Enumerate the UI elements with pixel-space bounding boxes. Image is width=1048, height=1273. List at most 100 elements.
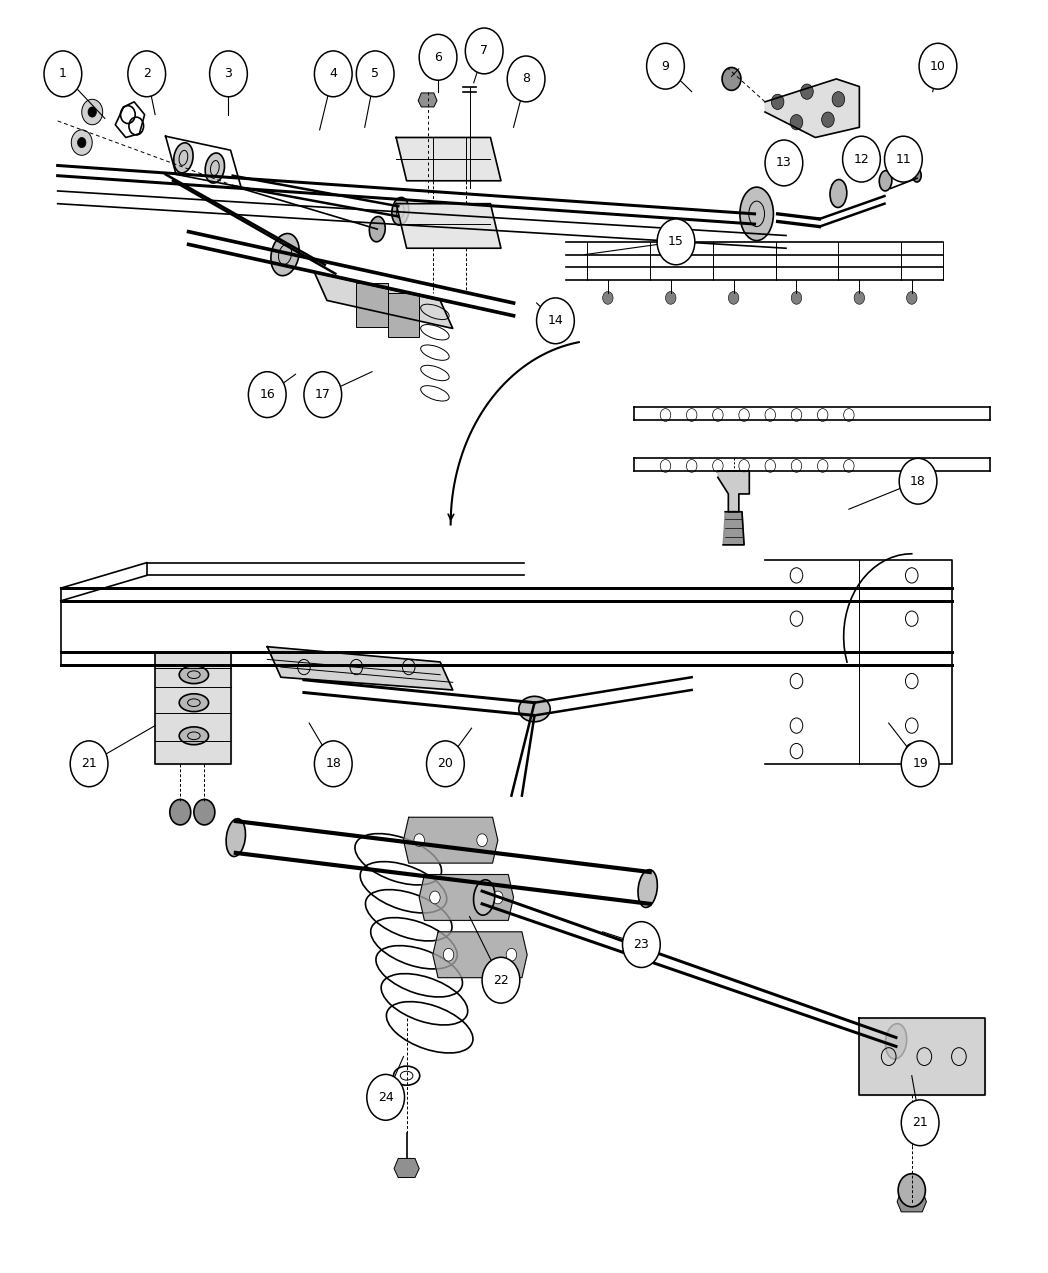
Circle shape xyxy=(507,56,545,102)
Text: 21: 21 xyxy=(912,1116,929,1129)
Ellipse shape xyxy=(913,169,921,182)
Ellipse shape xyxy=(474,880,495,915)
Circle shape xyxy=(78,137,86,148)
Circle shape xyxy=(901,1100,939,1146)
Text: 21: 21 xyxy=(81,757,97,770)
Polygon shape xyxy=(314,272,453,328)
Polygon shape xyxy=(394,1158,419,1178)
Ellipse shape xyxy=(886,1023,907,1059)
Circle shape xyxy=(419,34,457,80)
Circle shape xyxy=(71,130,92,155)
Text: 19: 19 xyxy=(912,757,929,770)
Circle shape xyxy=(427,741,464,787)
Ellipse shape xyxy=(174,143,193,173)
Circle shape xyxy=(603,292,613,304)
Ellipse shape xyxy=(519,696,550,722)
Polygon shape xyxy=(388,293,419,337)
Circle shape xyxy=(791,292,802,304)
Text: 8: 8 xyxy=(522,73,530,85)
Circle shape xyxy=(477,834,487,847)
Polygon shape xyxy=(419,875,514,920)
Text: 10: 10 xyxy=(930,60,946,73)
Circle shape xyxy=(70,741,108,787)
Circle shape xyxy=(44,51,82,97)
Circle shape xyxy=(901,741,939,787)
Polygon shape xyxy=(433,932,527,978)
Polygon shape xyxy=(356,283,388,327)
Circle shape xyxy=(765,140,803,186)
Polygon shape xyxy=(723,512,744,545)
Circle shape xyxy=(728,292,739,304)
Ellipse shape xyxy=(740,187,773,241)
Text: 5: 5 xyxy=(371,67,379,80)
Text: 6: 6 xyxy=(434,51,442,64)
Circle shape xyxy=(88,107,96,117)
Circle shape xyxy=(907,292,917,304)
Text: 20: 20 xyxy=(437,757,454,770)
Ellipse shape xyxy=(179,666,209,684)
Text: 2: 2 xyxy=(143,67,151,80)
Circle shape xyxy=(647,43,684,89)
Text: 18: 18 xyxy=(325,757,342,770)
Ellipse shape xyxy=(369,216,386,242)
Circle shape xyxy=(304,372,342,418)
Text: 9: 9 xyxy=(661,60,670,73)
Circle shape xyxy=(356,51,394,97)
Polygon shape xyxy=(859,1018,985,1095)
Text: 3: 3 xyxy=(224,67,233,80)
Circle shape xyxy=(801,84,813,99)
Circle shape xyxy=(854,292,865,304)
Polygon shape xyxy=(396,137,501,181)
Circle shape xyxy=(657,219,695,265)
Text: 7: 7 xyxy=(480,45,488,57)
Circle shape xyxy=(722,67,741,90)
Circle shape xyxy=(822,112,834,127)
Circle shape xyxy=(771,94,784,109)
Text: 16: 16 xyxy=(259,388,276,401)
Text: 12: 12 xyxy=(853,153,870,165)
Ellipse shape xyxy=(879,171,892,191)
Circle shape xyxy=(170,799,191,825)
Circle shape xyxy=(82,99,103,125)
Ellipse shape xyxy=(205,153,224,183)
Text: 17: 17 xyxy=(314,388,331,401)
Polygon shape xyxy=(396,204,501,248)
Circle shape xyxy=(885,136,922,182)
Text: 24: 24 xyxy=(377,1091,394,1104)
Ellipse shape xyxy=(179,694,209,712)
Circle shape xyxy=(898,1174,925,1207)
Polygon shape xyxy=(765,79,859,137)
Polygon shape xyxy=(718,471,749,512)
Circle shape xyxy=(482,957,520,1003)
Polygon shape xyxy=(403,817,498,863)
Ellipse shape xyxy=(179,727,209,745)
Ellipse shape xyxy=(226,819,245,857)
Circle shape xyxy=(414,834,424,847)
Ellipse shape xyxy=(830,179,847,207)
Text: 23: 23 xyxy=(633,938,650,951)
Circle shape xyxy=(430,891,440,904)
Text: 4: 4 xyxy=(329,67,337,80)
Circle shape xyxy=(314,51,352,97)
Text: 15: 15 xyxy=(668,236,684,248)
Circle shape xyxy=(465,28,503,74)
Circle shape xyxy=(843,136,880,182)
Ellipse shape xyxy=(270,233,300,276)
Polygon shape xyxy=(897,1190,926,1212)
Circle shape xyxy=(248,372,286,418)
Text: 11: 11 xyxy=(895,153,912,165)
Ellipse shape xyxy=(638,869,657,908)
Text: 18: 18 xyxy=(910,475,926,488)
Polygon shape xyxy=(418,93,437,107)
Circle shape xyxy=(665,292,676,304)
Text: 14: 14 xyxy=(547,314,564,327)
Polygon shape xyxy=(155,652,231,764)
Circle shape xyxy=(314,741,352,787)
Circle shape xyxy=(367,1074,405,1120)
Circle shape xyxy=(790,115,803,130)
Circle shape xyxy=(210,51,247,97)
Circle shape xyxy=(506,948,517,961)
Circle shape xyxy=(493,891,503,904)
Circle shape xyxy=(128,51,166,97)
Circle shape xyxy=(623,922,660,967)
